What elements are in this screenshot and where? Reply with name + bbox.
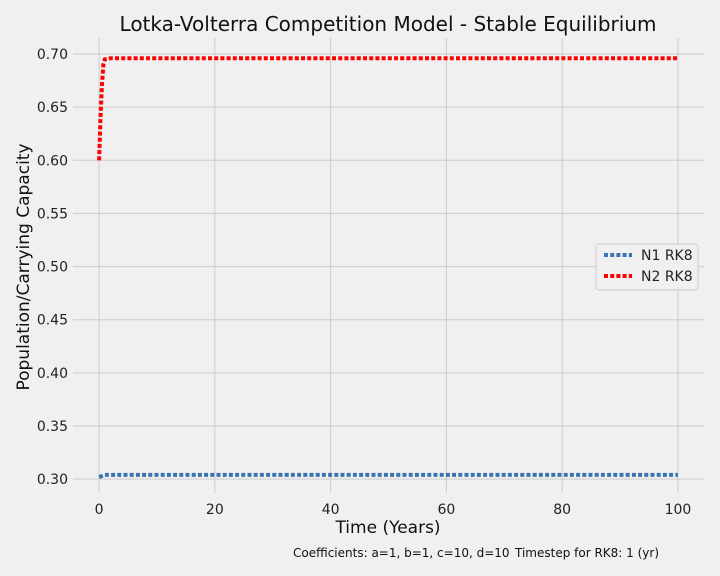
series-line-n2-rk8: [97, 56, 678, 161]
x-tick-label: 80: [553, 502, 571, 518]
x-axis-label: Time (Years): [334, 518, 440, 538]
x-tick-label: 40: [322, 502, 340, 518]
legend: N1 RK8 N2 RK8: [595, 243, 699, 291]
series-line-n1-rk8: [98, 472, 678, 479]
legend-label-n1: N1 RK8: [641, 248, 693, 264]
y-tick-label: 0.70: [37, 47, 68, 63]
y-tick-label: 0.60: [37, 153, 68, 169]
y-tick-label: 0.45: [37, 313, 68, 329]
y-tick-label: 0.30: [37, 472, 68, 488]
y-tick-label: 0.40: [37, 366, 68, 382]
y-axis-label: Population/Carrying Capacity: [14, 143, 34, 390]
x-tick-label: 0: [95, 502, 104, 518]
y-tick-label: 0.35: [37, 419, 68, 435]
footnote-timestep: Timestep for RK8: 1 (yr): [514, 546, 659, 560]
y-tick-labels: 0.30 0.35 0.40 0.45 0.50 0.55 0.60 0.65 0.70: [37, 47, 68, 488]
chart-title: Lotka-Volterra Competition Model - Stabl…: [120, 12, 657, 36]
x-tick-label: 60: [437, 502, 455, 518]
x-tick-labels: 0 20 40 60 80 100: [95, 502, 692, 518]
y-tick-label: 0.65: [37, 100, 68, 116]
footnote-coefficients: Coefficients: a=1, b=1, c=10, d=10: [293, 546, 510, 560]
series-lines: [97, 56, 678, 479]
grid: [73, 38, 704, 493]
y-tick-label: 0.55: [37, 206, 68, 222]
legend-label-n2: N2 RK8: [641, 269, 693, 285]
x-tick-label: 100: [665, 502, 692, 518]
x-tick-label: 20: [206, 502, 224, 518]
y-tick-label: 0.50: [37, 260, 68, 276]
legend-box: [595, 243, 699, 291]
